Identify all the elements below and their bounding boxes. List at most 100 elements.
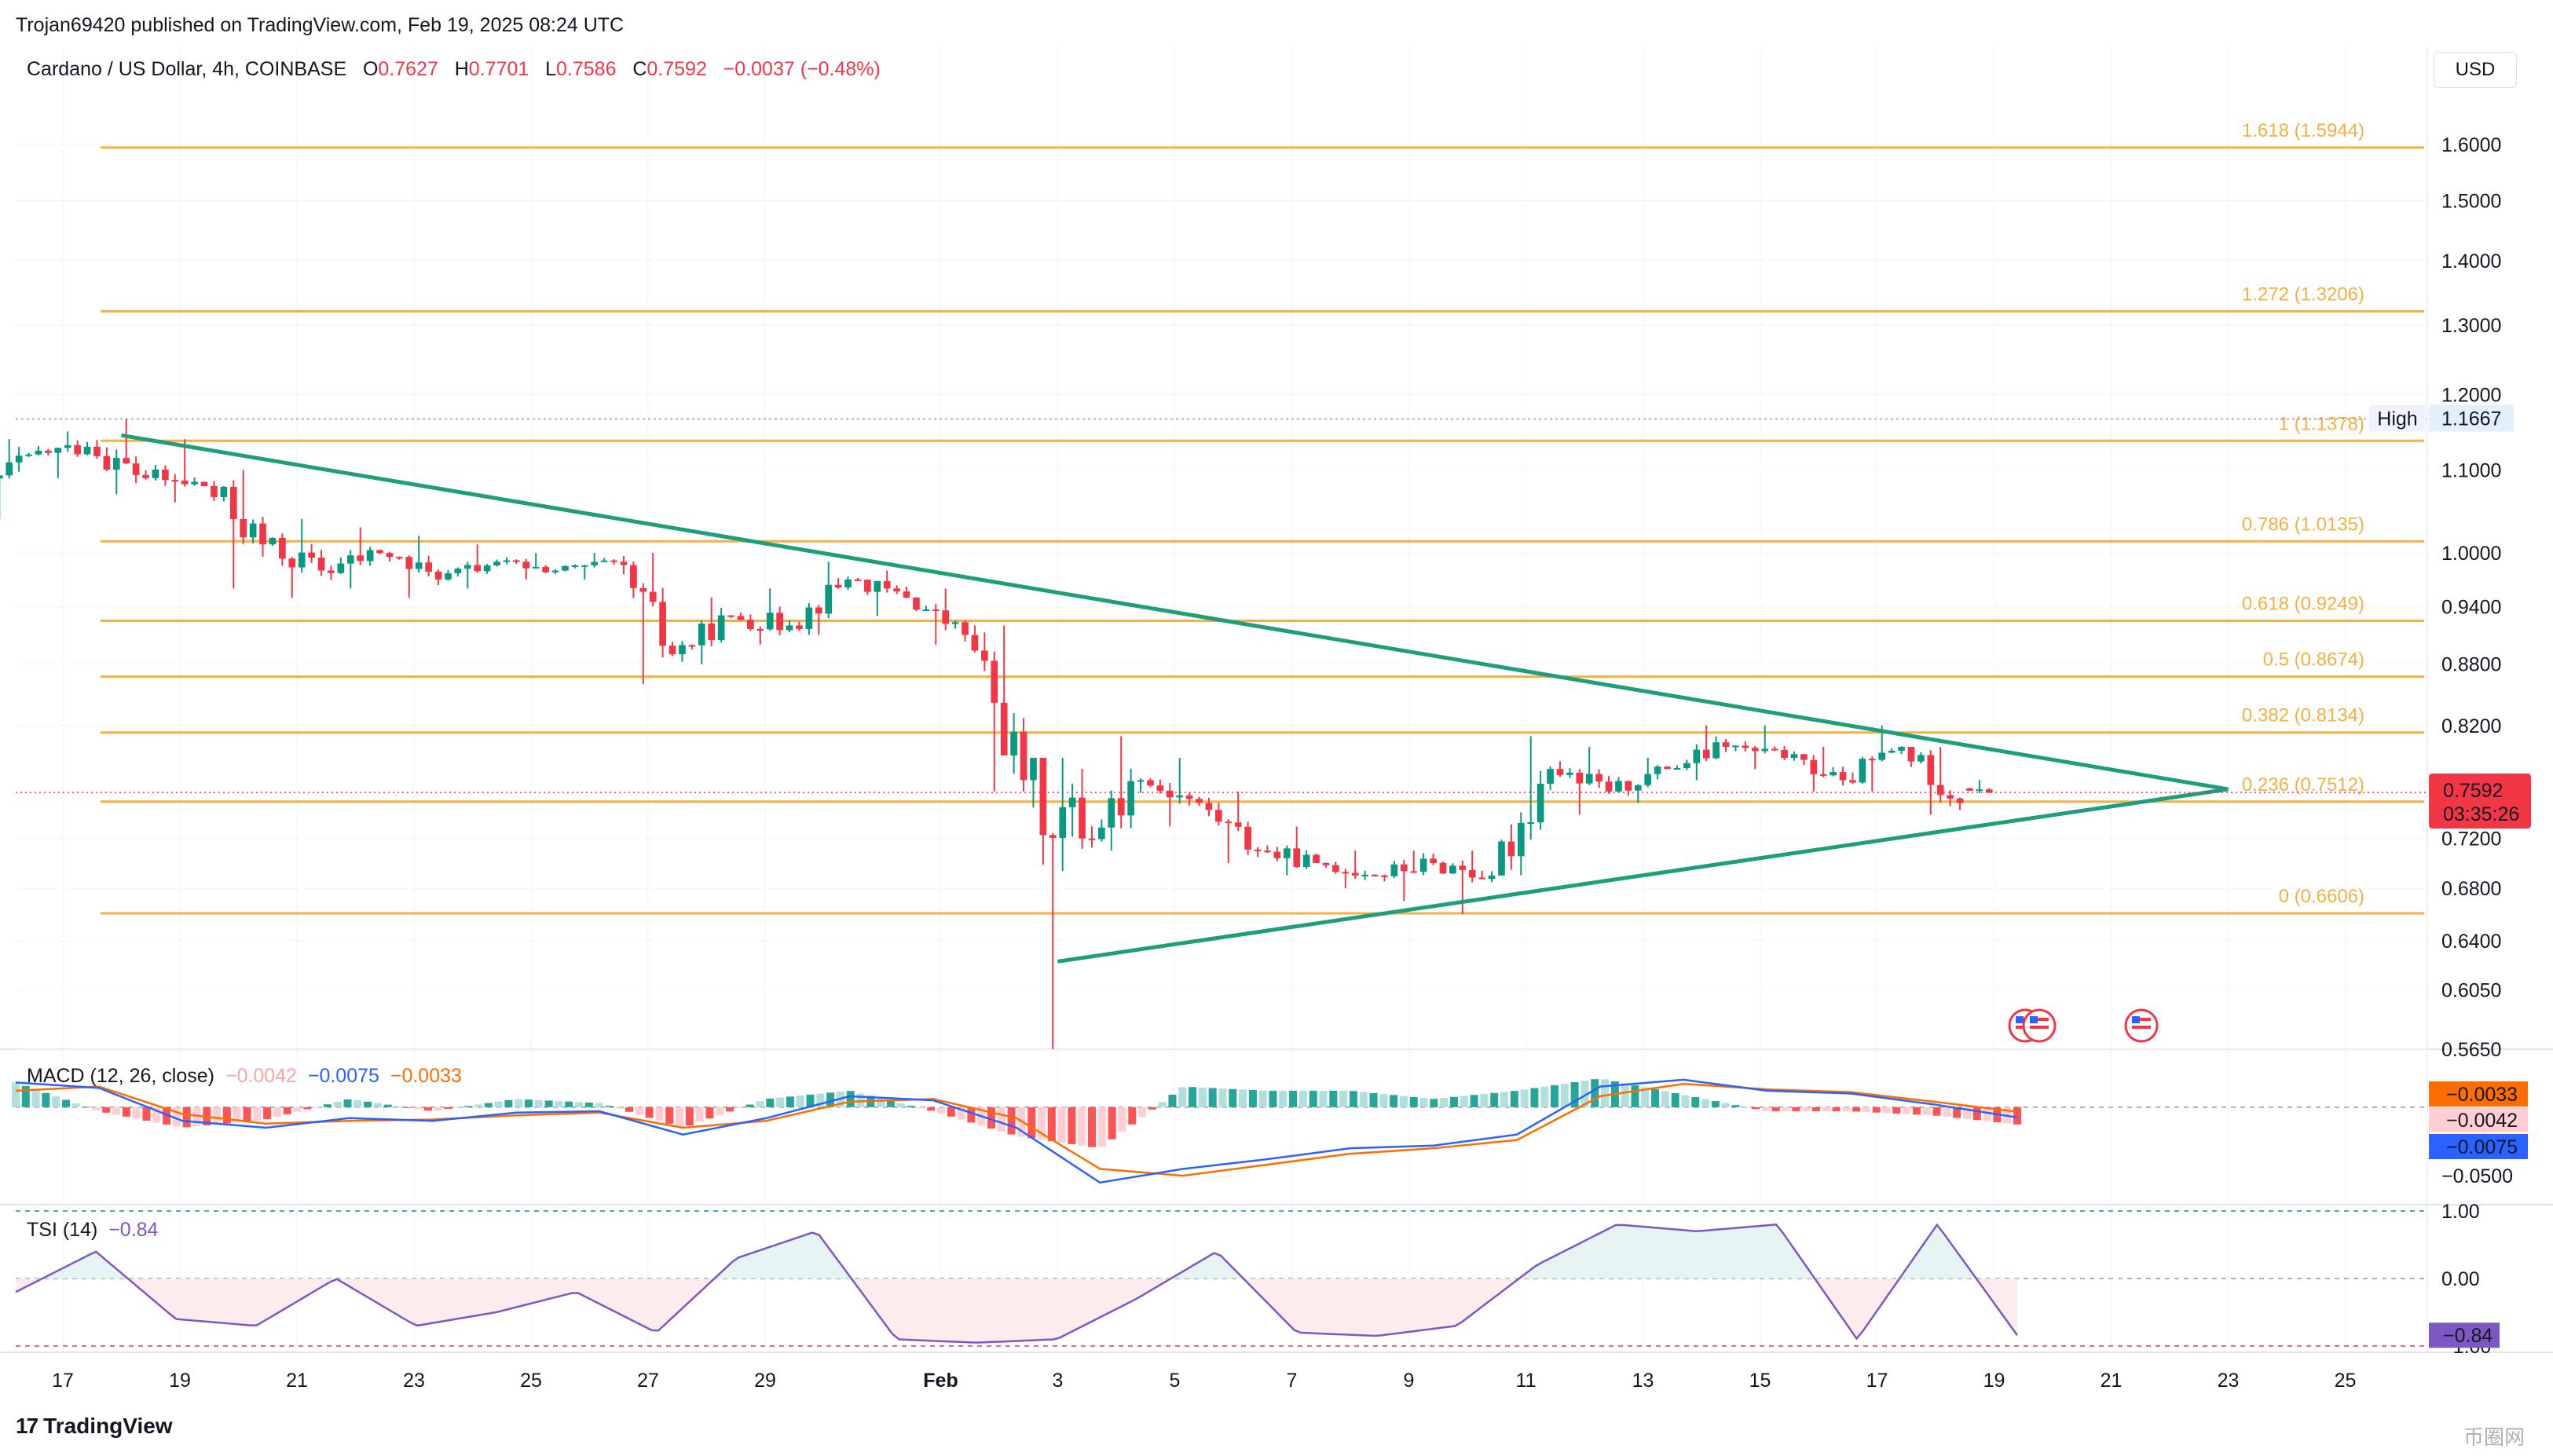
currency-button[interactable]: USD (2434, 52, 2517, 88)
trendline-support (1057, 787, 2229, 964)
candle-body (1859, 759, 1866, 783)
macd-histogram-bar (655, 1107, 664, 1121)
macd-histogram-bar (1872, 1107, 1881, 1113)
symbol-legend: Cardano / US Dollar, 4h, COINBASE O0.762… (27, 58, 881, 81)
time-tick-label: 3 (1053, 1370, 1064, 1392)
tsi-negative-fill (16, 1279, 2017, 1343)
macd-histogram-bar (1601, 1079, 1610, 1107)
macd-histogram-bar (1842, 1107, 1851, 1112)
macd-histogram-bar (534, 1099, 543, 1107)
macd-price-label: −0.0033 (2446, 1084, 2518, 1106)
candle-body (1976, 789, 1983, 792)
macd-histogram-bar (1430, 1099, 1438, 1107)
low-label: L (545, 58, 557, 80)
fib-level-label: 1 (1.1378) (2279, 413, 2364, 434)
price-tick-label: 0.7200 (2441, 829, 2501, 851)
macd-histogram-bar (253, 1107, 262, 1121)
candle-body (1430, 858, 1437, 863)
macd-histogram-bar (927, 1107, 936, 1111)
macd-histogram-bar (816, 1093, 825, 1107)
time-tick-label: 21 (286, 1370, 308, 1392)
macd-signal-value: −0.0033 (390, 1065, 462, 1087)
macd-histogram-bar (1189, 1087, 1197, 1107)
candle-body (1468, 869, 1476, 878)
candle-body (1839, 772, 1847, 781)
candle-body (152, 469, 159, 478)
macd-histogram-bar (1540, 1086, 1549, 1107)
tsi-title: TSI (14) (27, 1219, 98, 1241)
macd-histogram-bar (1520, 1089, 1529, 1107)
candle-body (668, 646, 676, 655)
candle-body (1966, 788, 1973, 791)
candle-body (1410, 871, 1418, 873)
candle-body (542, 566, 549, 573)
candle-body (1400, 864, 1408, 872)
macd-histogram-bar (1068, 1107, 1076, 1144)
tsi-value-label: −0.84 (2443, 1325, 2493, 1347)
candle-body (1068, 797, 1076, 807)
macd-histogram-bar (615, 1107, 624, 1110)
macd-line-value: −0.0075 (307, 1065, 379, 1087)
tradingview-logo[interactable]: 17 TradingView (16, 1414, 173, 1439)
candle-body (1615, 781, 1622, 792)
candle-body (269, 537, 277, 545)
candle-body (688, 645, 696, 647)
candle-body (630, 565, 637, 588)
macd-price-box (2429, 1107, 2528, 1132)
candle-body (1781, 749, 1788, 759)
macd-histogram-bar (62, 1099, 71, 1107)
candle-body (1712, 742, 1720, 759)
macd-histogram-bar (1711, 1101, 1720, 1107)
time-tick-label: 9 (1404, 1370, 1415, 1392)
macd-histogram-bar (222, 1107, 231, 1124)
fib-level-label: 0.236 (0.7512) (2242, 774, 2364, 796)
candle-body (181, 480, 189, 485)
trendline-resistance (121, 433, 2229, 792)
macd-price-label: −0.0075 (2446, 1136, 2518, 1158)
candle-body (200, 481, 208, 486)
macd-signal-line (15, 1082, 2018, 1177)
price-tick-label: 0.6800 (2441, 878, 2501, 900)
candle-body (1868, 759, 1876, 761)
flag-stripe (2030, 1026, 2049, 1029)
candle-body (415, 562, 423, 569)
macd-histogram-bar (434, 1107, 442, 1111)
macd-histogram-bar (142, 1107, 151, 1121)
candle-body (903, 591, 910, 598)
candle-body (581, 565, 588, 567)
candle-body (1624, 781, 1632, 791)
macd-histogram-bar (877, 1098, 885, 1107)
macd-histogram-bar (1731, 1105, 1740, 1107)
price-tick-label: 1.4000 (2441, 251, 2501, 273)
candle-body (1147, 780, 1154, 786)
macd-histogram-bar (1490, 1092, 1499, 1107)
candle-body (1351, 873, 1359, 876)
macd-histogram-bar (1581, 1081, 1589, 1107)
candle-body (883, 580, 891, 589)
candle-body (259, 523, 266, 545)
candle-body (1917, 755, 1925, 762)
candle-body (191, 481, 198, 485)
candle-body (1137, 780, 1145, 782)
candle-body (649, 591, 657, 602)
macd-histogram-bar (12, 1082, 20, 1107)
tsi-value: −0.84 (108, 1219, 159, 1241)
macd-histogram-bar (1742, 1107, 1750, 1108)
macd-histogram-bar (303, 1107, 312, 1110)
macd-pane: −0.0500 −0.0033 −0.0042 −0.0075 (12, 1078, 2528, 1187)
macd-histogram-bar (967, 1107, 976, 1123)
time-tick-label: 27 (637, 1370, 659, 1392)
macd-histogram-bar (676, 1107, 684, 1127)
candle-body (1117, 798, 1125, 816)
fib-level-label: 0 (0.6606) (2279, 886, 2364, 907)
macd-histogram-bar (987, 1107, 995, 1129)
open-value: 0.7627 (378, 58, 438, 80)
candle-body (864, 580, 871, 592)
candle-body (1196, 799, 1203, 803)
candle-body (1527, 821, 1535, 824)
candle-body (1693, 749, 1701, 763)
macd-histogram-bar (917, 1107, 925, 1109)
macd-histogram-bar (373, 1103, 382, 1107)
macd-histogram-bar (1057, 1107, 1066, 1143)
